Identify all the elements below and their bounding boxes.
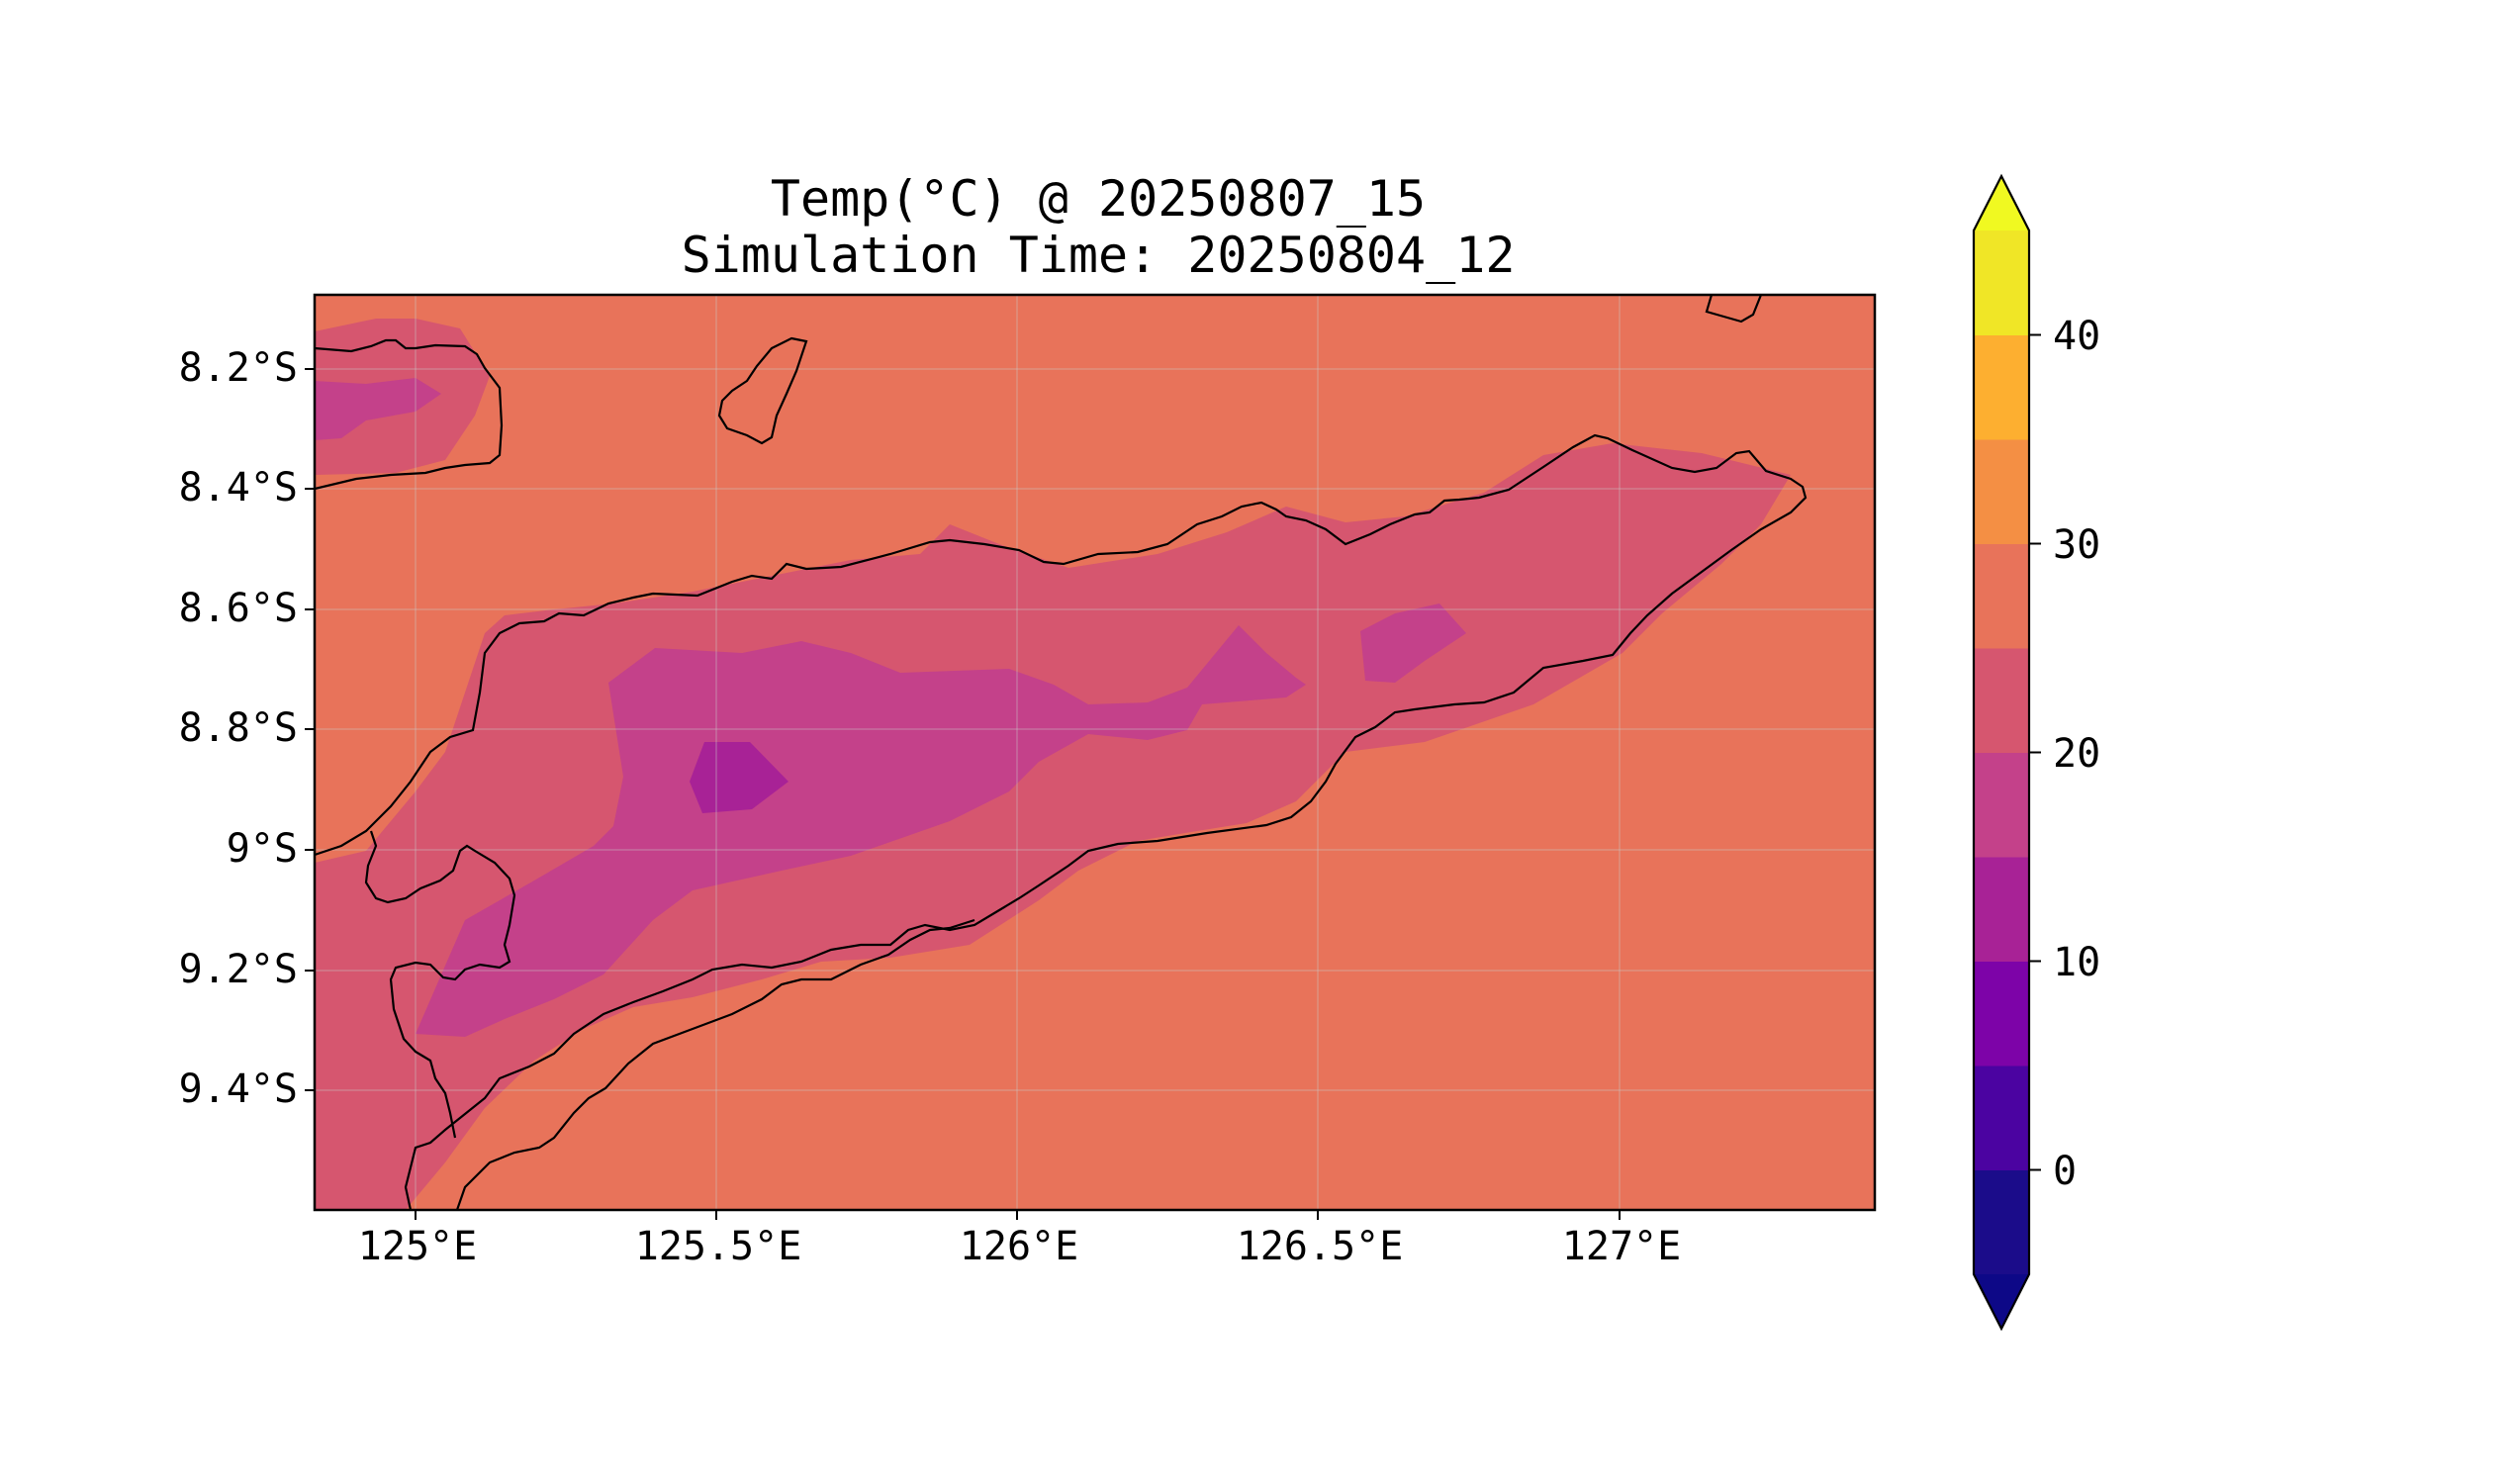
colorbar-segment <box>1974 231 2029 335</box>
colorbar-segment <box>1974 1066 2029 1170</box>
coastline-northeast <box>1705 295 1763 324</box>
lon-label: 125.5°E <box>634 1224 802 1269</box>
axis-ticks <box>305 368 1621 1220</box>
map-frame <box>313 293 1877 1212</box>
colorbar-extend-under <box>1974 1274 2029 1329</box>
colorbar-segment <box>1974 1169 2029 1275</box>
colorbar <box>1972 173 2041 1332</box>
coastline-enclave <box>364 830 516 1139</box>
colorbar-tick-label: 40 <box>2053 314 2101 359</box>
temperature-map <box>315 295 1875 1210</box>
colorbar-segment <box>1974 752 2029 858</box>
coastline-oecusse <box>455 918 975 1210</box>
temp-band-15-20-east <box>1360 603 1466 683</box>
lon-label: 126.5°E <box>1236 1224 1404 1269</box>
coastline-timor <box>315 433 1808 1210</box>
colorbar-segment <box>1974 439 2029 544</box>
lat-label: 8.2°S <box>178 345 298 391</box>
colorbar-segment <box>1974 857 2029 962</box>
temp-band-15-20-northwest-core <box>315 378 441 440</box>
lon-label: 125°E <box>357 1224 478 1269</box>
colorbar-segment <box>1974 334 2029 440</box>
lon-label: 126°E <box>959 1224 1079 1269</box>
colorbar-segment <box>1974 648 2029 753</box>
colorbar-tick-label: 0 <box>2053 1149 2078 1194</box>
colorbar-tick-label: 10 <box>2053 940 2101 985</box>
colorbar-outline <box>1972 173 2031 1332</box>
coastlines <box>315 295 1808 1210</box>
lat-label: 9°S <box>226 826 298 872</box>
lat-label: 9.2°S <box>178 947 298 992</box>
colorbar-tick-label: 20 <box>2053 731 2101 777</box>
temp-band-10-15 <box>690 742 788 813</box>
coastline-wetar-west <box>315 338 504 491</box>
map-title: Temp(°C) @ 20250807_15 <box>770 170 1427 228</box>
temp-band-15-20-main <box>416 625 1306 1037</box>
colorbar-segment <box>1974 543 2029 649</box>
colorbar-segment <box>1974 961 2029 1067</box>
lon-label: 127°E <box>1561 1224 1682 1269</box>
lat-label: 8.6°S <box>178 586 298 631</box>
colorbar-tick-label: 30 <box>2053 522 2101 568</box>
lat-label: 8.4°S <box>178 465 298 510</box>
gridlines <box>315 295 1875 1210</box>
colorbar-extend-over <box>1974 176 2029 231</box>
map-subtitle: Simulation Time: 20250804_12 <box>681 227 1516 284</box>
lat-label: 8.8°S <box>178 705 298 751</box>
lat-label: 9.4°S <box>178 1067 298 1112</box>
coastline-atauro <box>717 336 808 445</box>
